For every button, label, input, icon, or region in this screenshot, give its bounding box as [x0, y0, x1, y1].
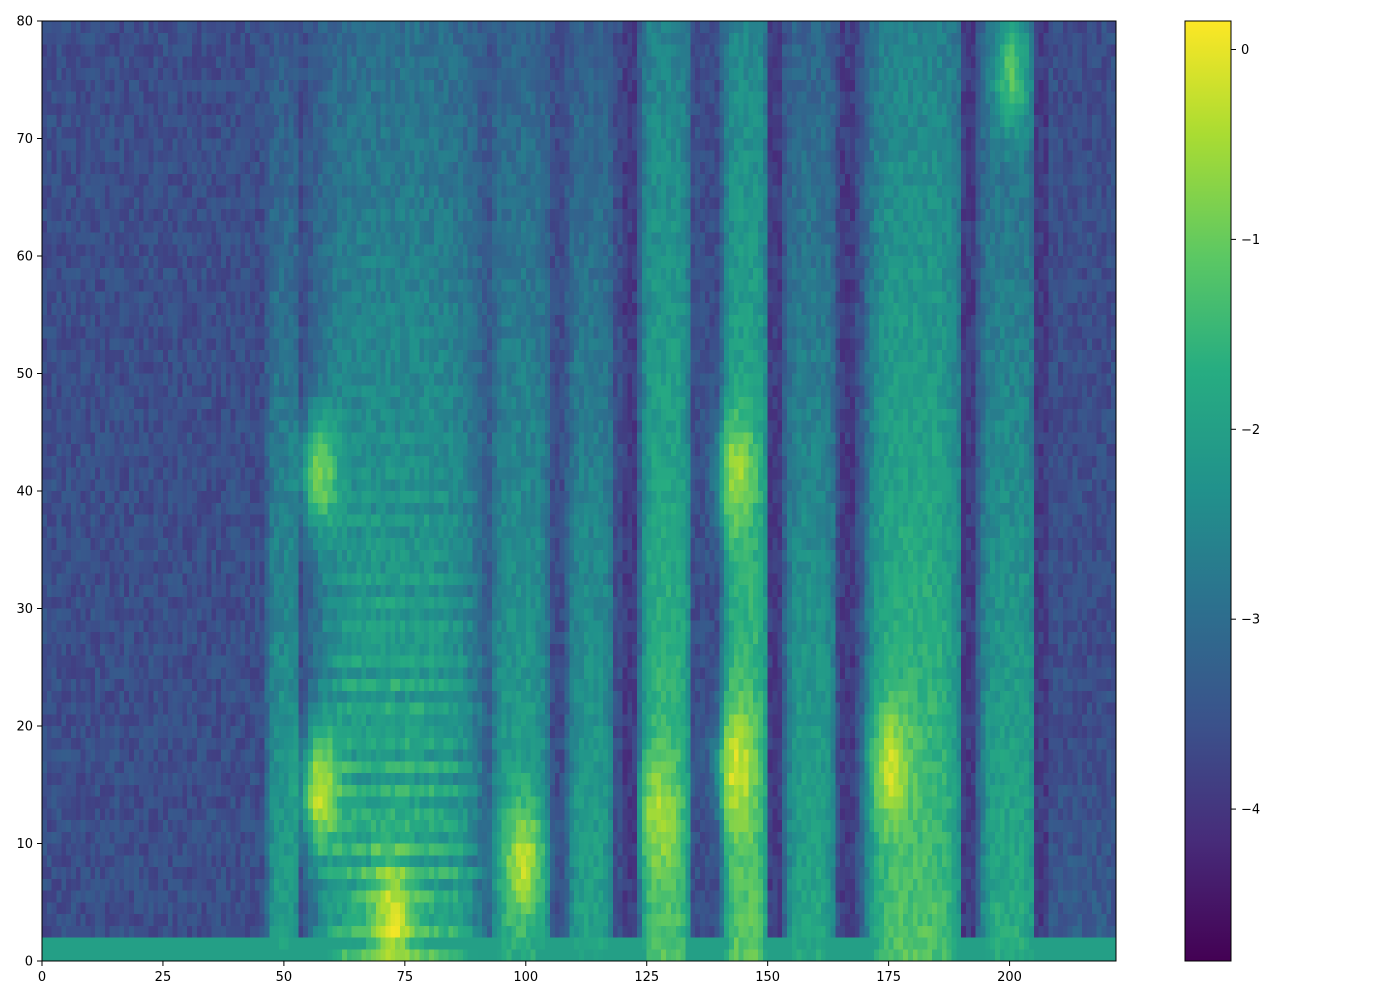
x-tick-label: 175 — [876, 970, 901, 985]
x-tick-label: 25 — [155, 970, 172, 985]
x-tick-label: 50 — [276, 970, 293, 985]
x-tick-label: 200 — [997, 970, 1022, 985]
x-tick-label: 150 — [755, 970, 780, 985]
y-tick-label: 60 — [16, 250, 33, 265]
x-tick-label: 75 — [397, 970, 414, 985]
colorbar-tick-label: −3 — [1241, 613, 1260, 628]
y-tick-label: 10 — [16, 837, 33, 852]
y-tick-label: 50 — [16, 367, 33, 382]
colorbar-tick-label: −2 — [1241, 423, 1260, 438]
y-axis: 0 10 20 30 40 50 60 70 80 — [16, 15, 42, 970]
colorbar-tick-label: 0 — [1241, 43, 1249, 58]
y-tick-label: 40 — [16, 485, 33, 500]
colorbar-tick-label: −4 — [1241, 803, 1260, 818]
heatmap-plot-area — [41, 20, 1117, 962]
y-tick-label: 20 — [16, 720, 33, 735]
x-axis: 0 25 50 75 100 125 150 175 200 — [38, 961, 1022, 985]
y-tick-label: 80 — [16, 15, 33, 30]
heatmap-image — [42, 21, 1116, 961]
x-tick-label: 100 — [513, 970, 538, 985]
colorbar: 0 −1 −2 −3 −4 — [1184, 20, 1260, 962]
y-tick-label: 70 — [16, 132, 33, 147]
colorbar-tick-label: −1 — [1241, 233, 1260, 248]
y-tick-label: 30 — [16, 602, 33, 617]
y-tick-label: 0 — [25, 955, 33, 970]
x-tick-label: 0 — [38, 970, 46, 985]
x-tick-label: 125 — [634, 970, 659, 985]
colorbar-gradient — [1184, 20, 1232, 962]
